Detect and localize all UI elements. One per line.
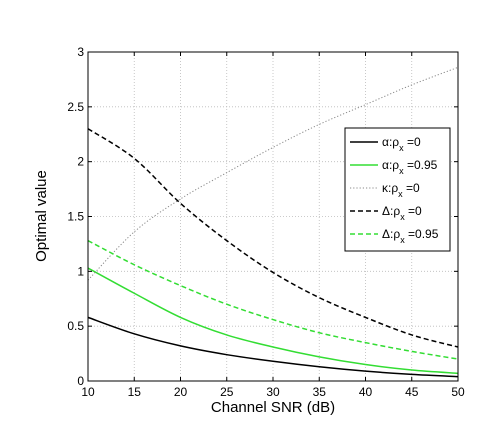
legend-box (344, 127, 451, 252)
legend-label-2: α:ρx =0.95 (382, 158, 438, 176)
ticks: 10 15 20 25 30 35 40 45 50 0 0.5 1 1.5 2 2.5 3 (67, 45, 465, 399)
y-tick-label: 1.5 (67, 210, 84, 224)
x-tick-label: 45 (405, 385, 419, 399)
x-tick-label: 50 (451, 385, 465, 399)
y-tick-label: 0 (77, 374, 84, 388)
x-axis-label: Channel SNR (dB) (211, 399, 335, 416)
series-line-5 (87, 239, 459, 360)
legend: α:ρx =0 α:ρx =0.95 κ:ρx =0 Δ:ρx =0 Δ:ρx =0.9… (344, 127, 451, 252)
legend-label-4: Δ:ρx =0 (382, 204, 422, 222)
y-tick-label: 3 (77, 45, 84, 59)
x-tick-label: 35 (313, 385, 327, 399)
grid (88, 52, 458, 381)
y-tick-label: 2.5 (67, 100, 84, 114)
y-axis-label: Optimal value (33, 170, 50, 262)
y-tick-label: 0.5 (67, 319, 84, 333)
x-tick-label: 25 (220, 385, 234, 399)
legend-label-3: κ:ρx =0 (382, 181, 420, 199)
x-tick-label: 40 (359, 385, 373, 399)
x-tick-label: 10 (81, 385, 95, 399)
series-group (87, 66, 459, 378)
x-tick-label: 30 (266, 385, 280, 399)
x-tick-label: 15 (128, 385, 142, 399)
series-line-4 (87, 128, 459, 348)
legend-label-5: Δ:ρx =0.95 (382, 227, 439, 245)
y-tick-label: 2 (77, 155, 84, 169)
series-line-2 (87, 267, 459, 375)
y-tick-label: 1 (77, 264, 84, 278)
legend-label-1: α:ρx =0 (382, 135, 421, 153)
x-tick-label: 20 (174, 385, 188, 399)
series-line-1 (87, 316, 459, 378)
